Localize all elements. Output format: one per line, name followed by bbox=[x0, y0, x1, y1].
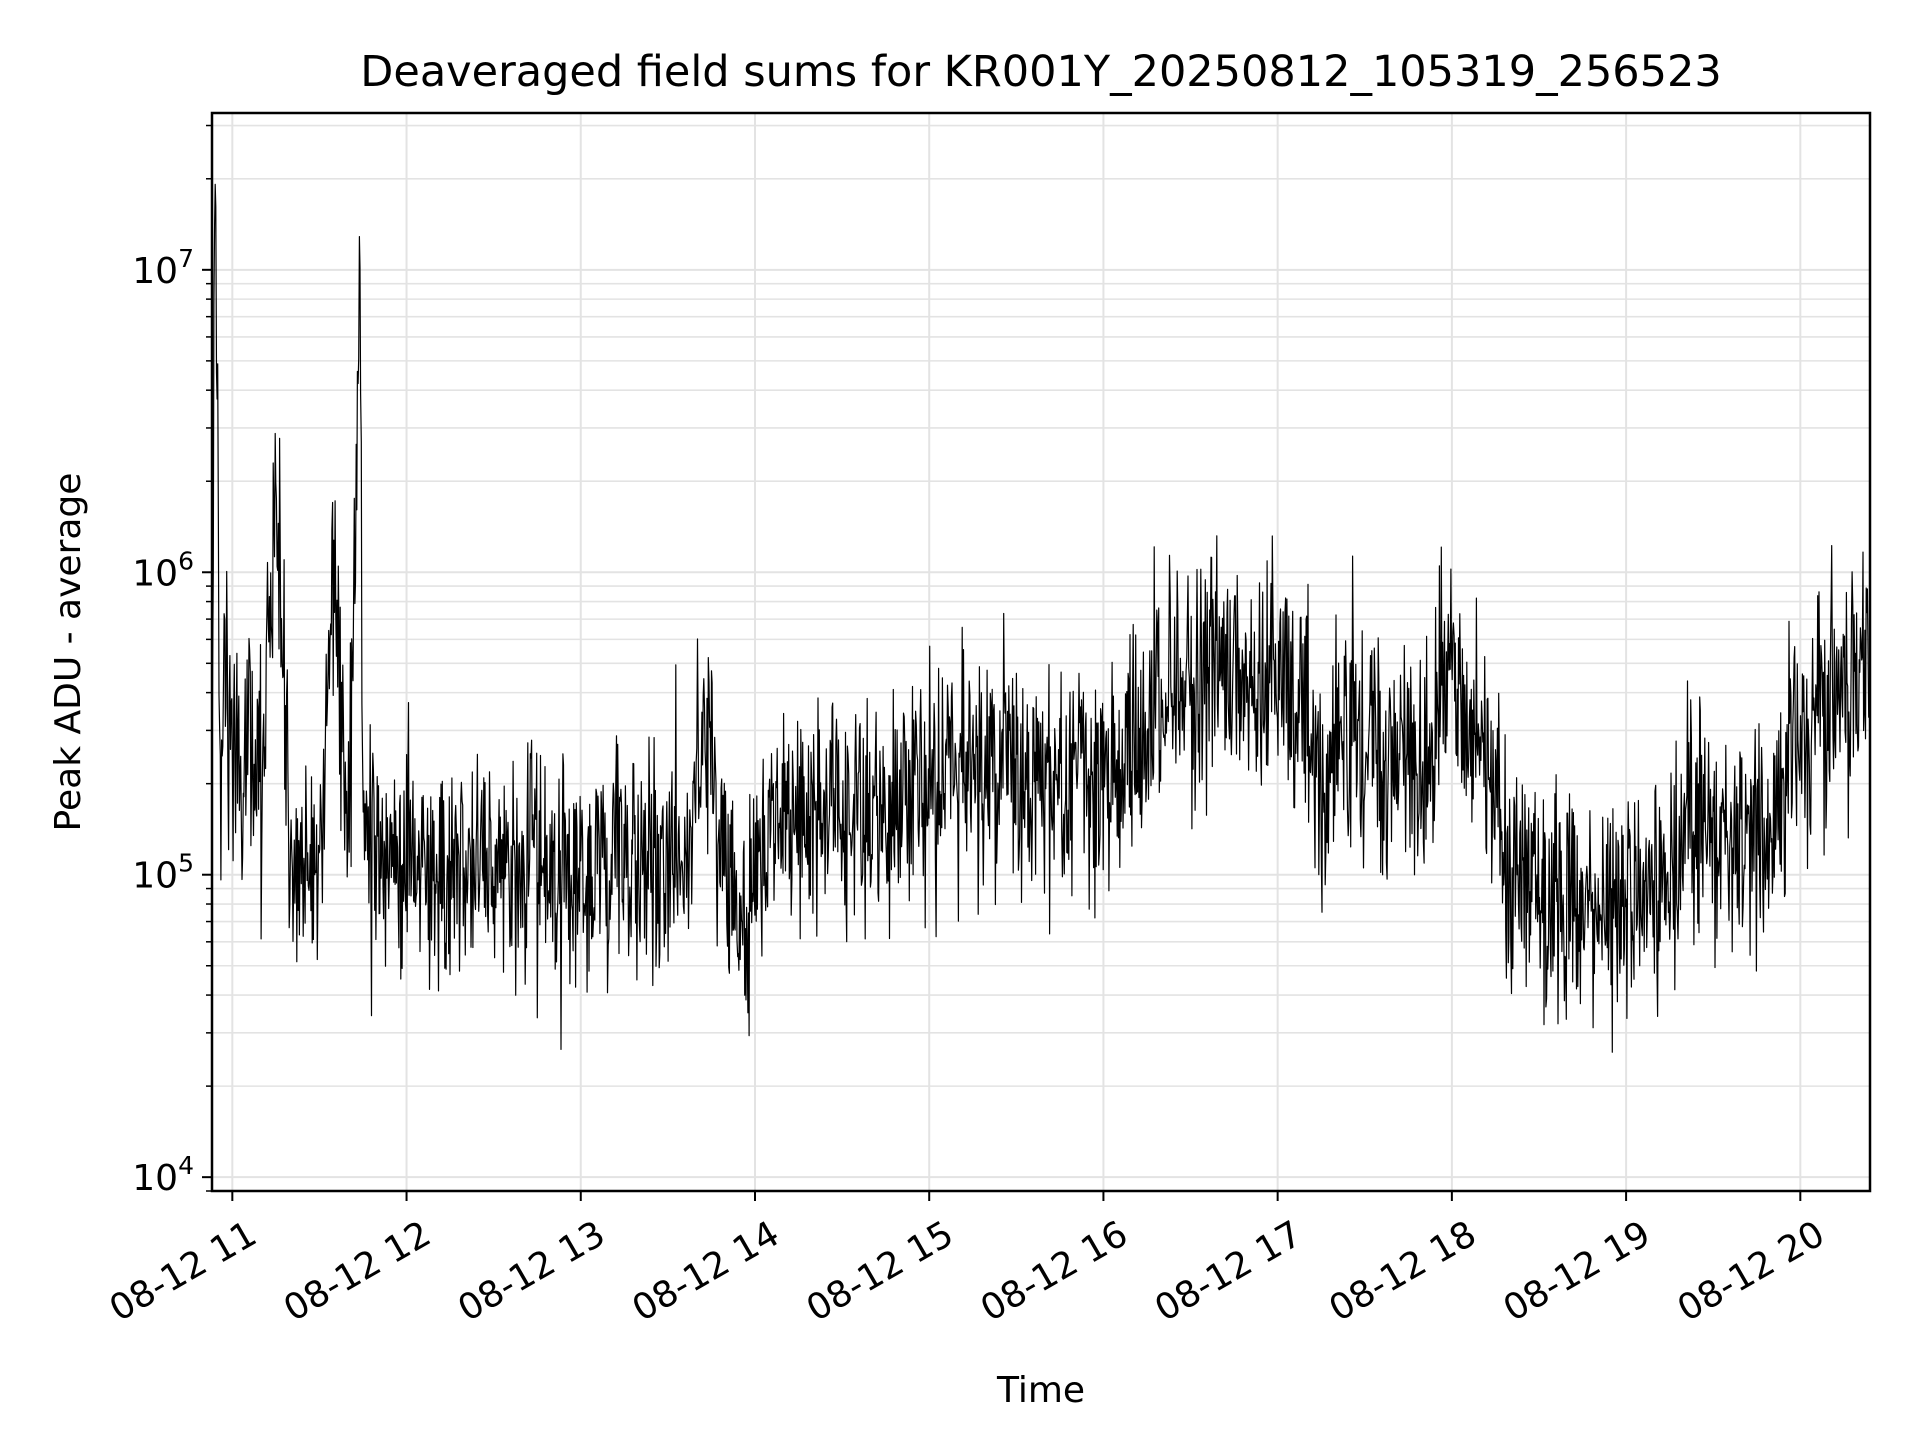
grid bbox=[212, 113, 1870, 1192]
y-tick-label: 106 bbox=[132, 546, 194, 594]
plot-frame bbox=[210, 111, 1872, 1193]
x-axis-label: Time bbox=[996, 1370, 1085, 1411]
x-axis: 08-12 11 08-12 12 08-12 13 08-12 14 08-12 15… bbox=[103, 1191, 1832, 1330]
x-tick-label: 08-12 20 bbox=[1671, 1213, 1832, 1329]
x-tick-label: 08-12 18 bbox=[1322, 1213, 1483, 1329]
x-tick-label: 08-12 17 bbox=[1148, 1213, 1309, 1329]
chart-title: Deaveraged field sums for KR001Y_2025081… bbox=[360, 47, 1722, 97]
y-axis: 104 105 106 107 bbox=[132, 124, 212, 1199]
x-tick-label: 08-12 11 bbox=[103, 1213, 264, 1329]
y-tick-label: 105 bbox=[132, 849, 194, 897]
y-axis-label: Peak ADU - average bbox=[48, 473, 89, 832]
x-tick-label: 08-12 16 bbox=[974, 1213, 1135, 1329]
x-tick-label: 08-12 14 bbox=[626, 1213, 787, 1329]
x-tick-label: 08-12 19 bbox=[1497, 1213, 1658, 1329]
x-tick-label: 08-12 13 bbox=[451, 1213, 612, 1329]
series-path bbox=[211, 183, 1871, 1053]
x-tick-label: 08-12 12 bbox=[277, 1213, 438, 1329]
x-tick-label: 08-12 15 bbox=[800, 1213, 961, 1329]
series-line bbox=[211, 183, 1871, 1053]
y-tick-label: 104 bbox=[132, 1151, 194, 1199]
y-tick-label: 107 bbox=[132, 244, 194, 292]
